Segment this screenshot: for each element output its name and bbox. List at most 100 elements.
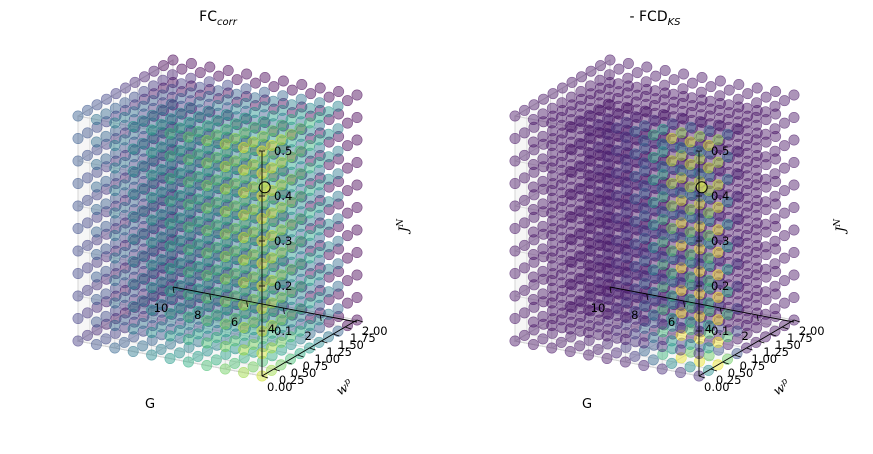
scatter-point (760, 136, 772, 148)
scatter-point (770, 176, 782, 188)
scatter-point (611, 257, 623, 269)
scatter-point (100, 288, 112, 300)
scatter-point (259, 117, 271, 129)
scatter-point (185, 207, 197, 219)
scatter-point (770, 288, 782, 300)
scatter-point (675, 232, 687, 244)
scatter-point (537, 130, 549, 142)
z-tick-label: 0.4 (711, 189, 729, 203)
scatter-point (238, 344, 250, 356)
x-axis-line (172, 286, 358, 323)
scatter-point (220, 334, 232, 346)
x-tick-mark (609, 286, 612, 294)
scatter-point (723, 219, 735, 231)
scatter-point (258, 326, 270, 338)
z-tick-label: 0.2 (274, 279, 292, 293)
scatter-point (82, 217, 94, 229)
scatter-point (222, 79, 234, 91)
scatter-point (769, 258, 781, 270)
scatter-point (527, 114, 539, 126)
scatter-point (585, 290, 597, 302)
scatter-point (193, 111, 205, 123)
scatter-point (185, 117, 197, 129)
scatter-point (305, 223, 317, 235)
scatter-point (619, 266, 631, 278)
scatter-point (696, 94, 708, 106)
scatter-point (82, 172, 94, 184)
scatter-point (333, 131, 345, 143)
scatter-point (714, 210, 726, 222)
x-tick-mark (646, 293, 649, 301)
scatter-point (677, 173, 689, 185)
scatter-point (666, 267, 678, 279)
scatter-point (166, 136, 178, 148)
scatter-point (656, 161, 668, 173)
scatter-point (574, 250, 586, 262)
scatter-point (90, 271, 102, 283)
x-tick-mark (246, 300, 248, 308)
scatter-point (576, 161, 588, 173)
scatter-point (640, 233, 652, 245)
scatter-point (778, 275, 790, 287)
gridline-y (136, 81, 322, 342)
scatter-point (277, 233, 289, 245)
scatter-point (621, 312, 633, 324)
scatter-point (675, 164, 687, 176)
scatter-point (203, 315, 215, 327)
scatter-point (658, 319, 670, 331)
scatter-point (182, 199, 194, 211)
scatter-point (110, 223, 122, 235)
scatter-point (303, 185, 315, 197)
scatter-point (668, 88, 680, 100)
scatter-point (705, 238, 717, 250)
scatter-point (156, 104, 168, 116)
scatter-point (175, 93, 187, 105)
scatter-point (285, 338, 297, 350)
y-axis-label: wp (770, 376, 793, 399)
scatter-point (314, 322, 326, 334)
scatter-point (305, 88, 317, 100)
scatter-point (731, 213, 743, 225)
scatter-point (592, 276, 604, 288)
scatter-point (314, 299, 326, 311)
scatter-point (229, 335, 241, 347)
scatter-point (295, 206, 307, 218)
scatter-point (704, 110, 716, 122)
scatter-point (750, 314, 762, 326)
z-tick-label: 0.1 (274, 324, 292, 338)
scatter-point (204, 61, 216, 73)
scatter-point (742, 290, 754, 302)
scatter-point (519, 307, 531, 319)
scatter-point (675, 344, 687, 356)
y-tick-mark (734, 354, 741, 358)
scatter-point (322, 128, 334, 140)
y-axis-label: wp (333, 376, 356, 399)
y-tick-mark (698, 375, 706, 379)
scatter-point (612, 93, 624, 105)
scatter-point (220, 109, 232, 121)
scatter-point (286, 324, 298, 336)
x-tick-label: 2 (742, 329, 749, 343)
scatter-point (557, 105, 569, 117)
scatter-point (90, 338, 102, 350)
y-axis-label-sup: p (342, 376, 353, 388)
gridline-y (562, 88, 747, 349)
scatter-point (275, 201, 287, 213)
scatter-point (110, 133, 122, 145)
scatter-point (666, 343, 678, 355)
scatter-point (527, 136, 539, 148)
scatter-point (583, 214, 595, 226)
scatter-point (751, 127, 763, 139)
scatter-point (695, 326, 707, 338)
scatter-point (268, 261, 280, 273)
scatter-point (564, 211, 576, 223)
scatter-point (638, 269, 650, 281)
scatter-point (705, 261, 717, 273)
scatter-point (650, 93, 662, 105)
scatter-point (120, 127, 132, 139)
scatter-point (294, 280, 306, 292)
scatter-point (219, 183, 231, 195)
scatter-point (566, 76, 578, 88)
scatter-point (769, 280, 781, 292)
scatter-point (677, 240, 689, 252)
